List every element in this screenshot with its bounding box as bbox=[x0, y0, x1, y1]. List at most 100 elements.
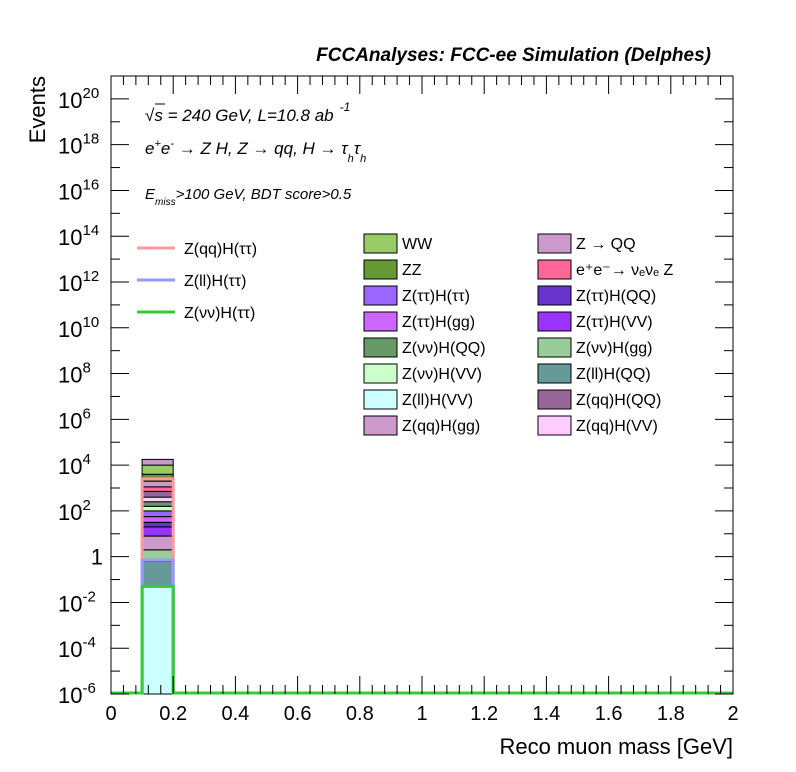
legend-bg-label-8: Z(νν)H(QQ) bbox=[402, 340, 486, 357]
y-tick-label-7: 106 bbox=[58, 405, 91, 433]
legend-bg-label-10: Z(νν)H(VV) bbox=[402, 366, 482, 383]
y-tick-exponent: 8 bbox=[82, 360, 90, 377]
chart-header: FCCAnalyses: FCC-ee Simulation (Delphes) bbox=[316, 45, 711, 66]
legend-bg-label-0: WW bbox=[402, 236, 433, 253]
process-tau2-sub: h bbox=[360, 153, 366, 165]
legend-bg-label-9: Z(νν)H(gg) bbox=[576, 340, 652, 357]
process-e2: e bbox=[161, 139, 170, 158]
legend-bg-swatch-11 bbox=[537, 363, 572, 384]
y-tick-exponent: 20 bbox=[82, 85, 99, 102]
y-tick-base: 10 bbox=[58, 134, 82, 159]
stack-bar-4 bbox=[141, 526, 174, 537]
process-decay: → Z H, Z → qq, H → τ bbox=[174, 139, 349, 158]
y-tick-exponent: -2 bbox=[82, 588, 95, 605]
process-e1: e bbox=[145, 139, 154, 158]
annotation-selection: Emiss>100 GeV, BDT score>0.5 bbox=[145, 186, 352, 208]
stack-bar-12 bbox=[141, 486, 174, 492]
legend-bg-label-2: ZZ bbox=[402, 262, 422, 279]
legend-bg-swatch-6 bbox=[363, 311, 398, 332]
y-tick-base: 10 bbox=[58, 454, 82, 479]
stack-bar-9 bbox=[141, 501, 174, 507]
y-tick-label-13: 10-6 bbox=[58, 680, 96, 708]
x-tick-label-5: 1 bbox=[416, 703, 427, 725]
plot-frame bbox=[110, 75, 734, 695]
x-tick-label-6: 1.2 bbox=[470, 703, 498, 725]
y-tick-exponent: 2 bbox=[82, 497, 90, 514]
y-tick-exponent: -6 bbox=[82, 680, 95, 697]
selection-cuts: >100 GeV, BDT score>0.5 bbox=[176, 186, 352, 203]
stack-bar-13 bbox=[141, 480, 174, 488]
y-tick-base: 10 bbox=[58, 500, 82, 525]
legend-bg-swatch-9 bbox=[537, 337, 572, 358]
legend-backgrounds: WW Z → QQ ZZ e⁺e⁻→ νₑνₑ Z Z(ττ)H(ττ) Z(ττ)H(Q… bbox=[363, 233, 673, 436]
stack-bar-1 bbox=[141, 560, 174, 587]
x-tick-label-4: 0.8 bbox=[346, 703, 374, 725]
stack-bar-10 bbox=[141, 496, 174, 503]
x-tick-label-2: 0.4 bbox=[221, 703, 249, 725]
y-tick-base: 10 bbox=[58, 88, 82, 113]
stack-bar-3 bbox=[141, 535, 174, 551]
y-tick-label-3: 1014 bbox=[58, 222, 99, 250]
legend-bg-swatch-3 bbox=[537, 259, 572, 280]
legend-bg-swatch-14 bbox=[363, 415, 398, 436]
x-tick-label-7: 1.4 bbox=[532, 703, 560, 725]
legend-bg-label-13: Z(qq)H(QQ) bbox=[576, 392, 661, 409]
y-tick-exponent: 4 bbox=[82, 451, 90, 468]
x-tick-label-9: 1.8 bbox=[657, 703, 685, 725]
legend-signals: Z(qq)H(ττ) Z(ll)H(ττ) Z(νν)H(ττ) bbox=[137, 241, 257, 322]
legend-bg-swatch-12 bbox=[363, 389, 398, 410]
y-tick-label-12: 10-4 bbox=[58, 634, 96, 662]
x-tick-label-8: 1.6 bbox=[595, 703, 623, 725]
legend-bg-swatch-2 bbox=[363, 259, 398, 280]
legend-bg-swatch-1 bbox=[537, 233, 572, 254]
process-e2-sup: - bbox=[170, 138, 174, 150]
y-tick-base: 10 bbox=[58, 225, 82, 250]
signal-line-0 bbox=[111, 477, 733, 695]
y-tick-base: 10 bbox=[58, 683, 82, 708]
y-tick-exponent: 18 bbox=[82, 131, 99, 148]
legend-bg-swatch-15 bbox=[537, 415, 572, 436]
y-tick-label-11: 10-2 bbox=[58, 588, 96, 616]
legend-bg-swatch-10 bbox=[363, 363, 398, 384]
process-tau1-sub: h bbox=[348, 153, 354, 165]
legend-signal-label-0: Z(qq)H(ττ) bbox=[184, 241, 257, 258]
legend-bg-label-14: Z(qq)H(gg) bbox=[402, 418, 480, 435]
y-tick-base: 10 bbox=[58, 408, 82, 433]
selection-e: E bbox=[145, 186, 156, 203]
stack-bar-5 bbox=[141, 521, 174, 528]
histogram-bars bbox=[141, 458, 174, 695]
x-tick-label-3: 0.6 bbox=[284, 703, 312, 725]
legend-bg-label-4: Z(ττ)H(ττ) bbox=[402, 288, 470, 305]
stack-bar-7 bbox=[141, 510, 174, 518]
legend-bg-swatch-4 bbox=[363, 285, 398, 306]
x-tick-label-10: 2 bbox=[727, 703, 738, 725]
y-tick-base: 10 bbox=[58, 317, 82, 342]
axis-tick-labels: 0 0.2 0.4 0.6 0.8 1 1.2 1.4 1.6 1.8 21020101810161… bbox=[58, 85, 739, 725]
y-tick-exponent: 10 bbox=[82, 314, 99, 331]
stack-bar-15 bbox=[141, 464, 174, 475]
signal-lines bbox=[111, 477, 733, 695]
lumi-exponent: -1 bbox=[340, 100, 351, 114]
legend-bg-label-3: e⁺e⁻→ νₑνₑ Z bbox=[576, 262, 673, 279]
legend-bg-swatch-8 bbox=[363, 337, 398, 358]
y-tick-base: 10 bbox=[58, 363, 82, 388]
y-tick-base: 10 bbox=[58, 637, 82, 662]
y-tick-label-9: 102 bbox=[58, 497, 91, 525]
y-tick-exponent: -4 bbox=[82, 634, 95, 651]
selection-miss-sub: miss bbox=[155, 197, 176, 208]
energy-lumi-text: = 240 GeV, L=10.8 ab bbox=[163, 106, 334, 125]
y-tick-label-2: 1016 bbox=[58, 176, 99, 204]
signal-line-2 bbox=[111, 584, 733, 695]
y-axis-title: Events bbox=[25, 76, 50, 143]
y-tick-label-1: 1018 bbox=[58, 131, 99, 159]
y-tick-exponent: 6 bbox=[82, 405, 90, 422]
process-e1-sup: + bbox=[154, 138, 161, 150]
annotation-energy-lumi: √s = 240 GeV, L=10.8 ab -1 bbox=[145, 100, 350, 125]
y-tick-label-4: 1012 bbox=[58, 268, 99, 296]
axis-ticks bbox=[110, 75, 734, 695]
legend-signal-label-1: Z(ll)H(ττ) bbox=[184, 273, 246, 290]
signal-line-1 bbox=[111, 558, 733, 695]
stack-bar-6 bbox=[141, 516, 174, 523]
svg-text:√s = 240 GeV, L=10.8 ab-1: √s = 240 GeV, L=10.8 ab -1 bbox=[145, 100, 350, 125]
y-tick-label-0: 1020 bbox=[58, 85, 99, 113]
